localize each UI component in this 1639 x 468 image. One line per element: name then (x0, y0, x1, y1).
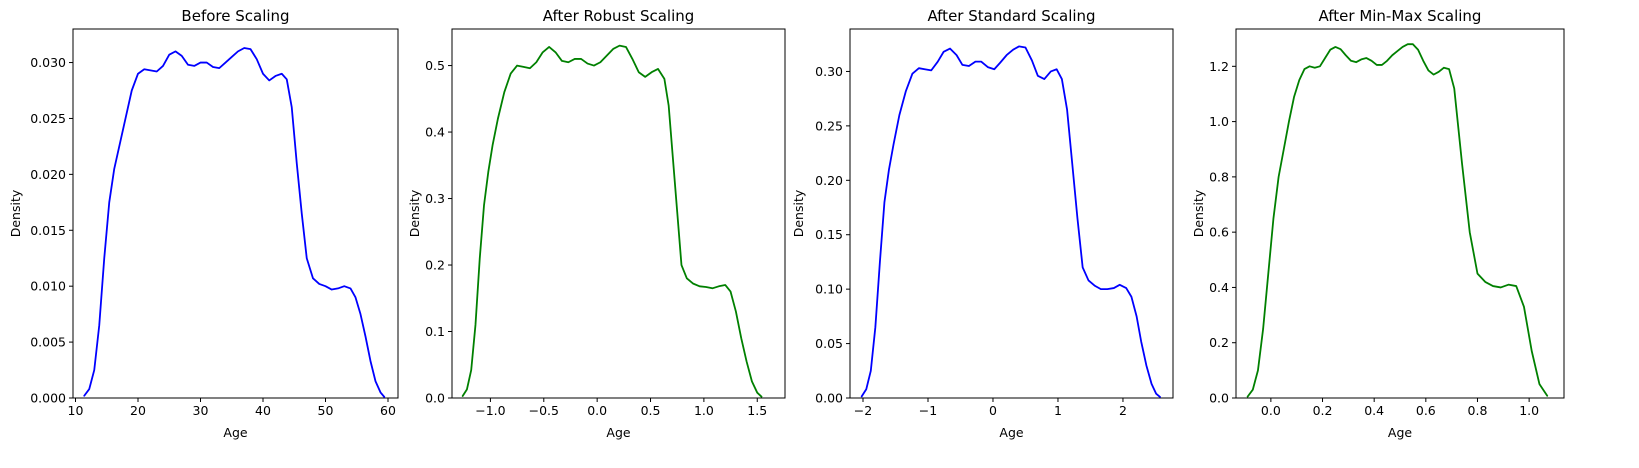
y-tick-label: 0.05 (815, 336, 843, 351)
y-tick-label: 0.025 (30, 111, 66, 126)
y-tick-label: 0.3 (425, 191, 445, 206)
x-tick-label: 0.2 (1313, 403, 1333, 418)
subplot-4: 0.0 0.2 0.4 0.6 0.8 1.0 0.0 0.2 0.4 0.6 0.8 1.0 1.2 A… (1191, 7, 1565, 440)
y-tick-label: 0.005 (30, 335, 66, 350)
axes-frame (1235, 28, 1565, 399)
x-tick-label: 0.4 (1364, 403, 1384, 418)
y-tick-label: 0.5 (425, 58, 445, 73)
x-tick-label: 1.0 (694, 403, 714, 418)
x-tick-label: 0.5 (641, 403, 661, 418)
x-tick-label: 60 (380, 403, 396, 418)
x-tick-label: 40 (255, 403, 271, 418)
y-tick-label: 0.4 (425, 125, 445, 140)
y-axis-label: Density (791, 189, 806, 237)
y-tick-label: 1.0 (1209, 114, 1229, 129)
density-curve (1246, 43, 1549, 398)
x-tick-label: 30 (193, 403, 209, 418)
x-axis-label: Age (606, 425, 630, 440)
y-tick-label: 0.010 (30, 279, 66, 294)
chart-title: After Standard Scaling (927, 7, 1095, 25)
y-axis-label: Density (407, 189, 422, 237)
x-tick-label: 1 (1054, 403, 1062, 418)
y-axis-label: Density (8, 189, 23, 237)
chart-title: Before Scaling (181, 7, 289, 25)
y-tick-label: 0.10 (815, 282, 843, 297)
x-tick-label: 10 (68, 403, 84, 418)
y-tick-label: 1.2 (1209, 59, 1229, 74)
axes-frame (849, 28, 1174, 399)
y-tick-label: 0.020 (30, 167, 66, 182)
density-curve (860, 45, 1161, 398)
x-tick-label: 0 (989, 403, 997, 418)
x-tick-label: 2 (1119, 403, 1127, 418)
x-tick-label: 0.8 (1468, 403, 1488, 418)
y-tick-label: 0.015 (30, 223, 66, 238)
density-curve (83, 47, 386, 398)
x-tick-label: 1.0 (1519, 403, 1539, 418)
x-axis-label: Age (999, 425, 1023, 440)
x-tick-label: 0.0 (587, 403, 607, 418)
x-tick-label: −2 (854, 403, 872, 418)
x-tick-label: 0.6 (1416, 403, 1436, 418)
x-tick-label: −1.0 (475, 403, 505, 418)
y-tick-label: 0.0 (1209, 391, 1229, 406)
y-tick-label: 0.000 (30, 391, 66, 406)
chart-title: After Robust Scaling (543, 7, 695, 25)
y-tick-label: 0.20 (815, 173, 843, 188)
subplot-3: −2 −1 0 1 2 0.00 0.05 0.10 0.15 0.20 0.25 0.30 After… (791, 7, 1174, 440)
y-tick-label: 0.8 (1209, 169, 1229, 184)
y-tick-label: 0.2 (425, 258, 445, 273)
subplot-1: 10 20 30 40 50 60 0.000 0.005 0.010 0.015 0.020 0.0… (8, 7, 399, 440)
x-tick-label: −0.5 (529, 403, 559, 418)
x-tick-label: 0.0 (1261, 403, 1281, 418)
x-axis-label: Age (1388, 425, 1412, 440)
x-tick-label: 50 (318, 403, 334, 418)
y-axis-label: Density (1191, 189, 1206, 237)
axes-frame (72, 28, 399, 399)
y-tick-label: 0.1 (425, 324, 445, 339)
y-tick-label: 0.030 (30, 55, 66, 70)
y-tick-label: 0.00 (815, 391, 843, 406)
y-tick-label: 0.30 (815, 64, 843, 79)
x-axis-label: Age (223, 425, 247, 440)
y-tick-label: 0.15 (815, 227, 843, 242)
x-tick-label: 1.5 (747, 403, 767, 418)
y-tick-label: 0.25 (815, 118, 843, 133)
y-tick-label: 0.4 (1209, 280, 1229, 295)
x-tick-label: −1 (919, 403, 937, 418)
subplot-2: −1.0 −0.5 0.0 0.5 1.0 1.5 0.0 0.1 0.2 0.3 0.4 0.5 Af… (407, 7, 786, 440)
chart-title: After Min-Max Scaling (1319, 7, 1482, 25)
x-tick-label: 20 (130, 403, 146, 418)
y-tick-label: 0.6 (1209, 225, 1229, 240)
y-tick-label: 0.2 (1209, 335, 1229, 350)
y-tick-label: 0.0 (425, 391, 445, 406)
axes-frame (451, 28, 786, 399)
density-curve (461, 44, 763, 398)
